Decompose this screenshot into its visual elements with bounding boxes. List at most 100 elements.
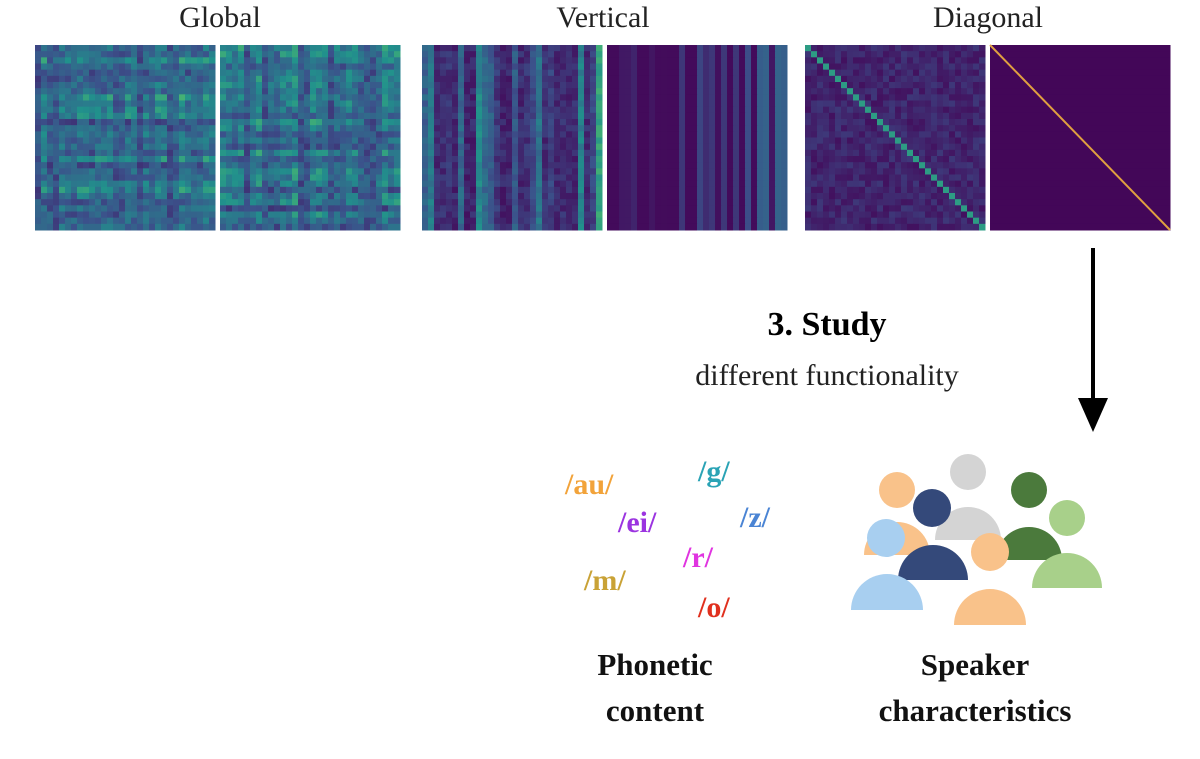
heatmap-cell [625, 162, 632, 169]
heatmap-cell [823, 162, 830, 169]
heatmap-cell [865, 143, 872, 151]
heatmap-cell [673, 199, 680, 206]
heatmap-cell [458, 57, 465, 64]
heatmap-cell [781, 45, 788, 52]
heatmap-cell [643, 174, 650, 182]
heatmap-cell [173, 51, 180, 58]
heatmap-cell [751, 217, 758, 225]
heatmap-cell [209, 193, 216, 200]
heatmap-cell [823, 174, 830, 182]
heatmap-cell [955, 137, 962, 145]
heatmap-cell [1050, 45, 1057, 52]
heatmap-cell [745, 88, 752, 95]
heatmap-cell [566, 63, 573, 71]
heatmap-cell [388, 149, 395, 157]
heatmap-cell [811, 186, 818, 194]
heatmap-cell [197, 223, 204, 231]
heatmap-cell [883, 63, 890, 71]
heatmap-cell [697, 137, 704, 145]
heatmap-cell [1086, 106, 1093, 114]
heatmap-cell [376, 57, 383, 64]
heatmap-cell [853, 88, 860, 95]
heatmap-cell [476, 45, 483, 52]
heatmap-cell [1062, 137, 1069, 145]
heatmap-cell [895, 143, 902, 151]
heatmap-cell [95, 162, 102, 169]
heatmap-cell [835, 75, 842, 83]
heatmap-cell [907, 112, 914, 120]
heatmap-cell [530, 82, 537, 89]
heatmap-cell [883, 75, 890, 83]
heatmap-cell [1080, 57, 1087, 64]
heatmap-cell [1164, 112, 1171, 120]
heatmap-cell [937, 149, 944, 157]
heatmap-cell [649, 106, 656, 114]
heatmap-cell [655, 174, 662, 182]
heatmap-cell [1056, 106, 1063, 114]
heatmap-cell [41, 125, 48, 132]
heatmap-cell [781, 94, 788, 101]
heatmap-cell [161, 137, 168, 145]
heatmap-cell [590, 223, 597, 231]
heatmap-cell [1050, 143, 1057, 151]
heatmap-cell [859, 75, 866, 83]
heatmap-cell [83, 131, 90, 138]
heatmap-cell [829, 223, 836, 231]
heatmap-cell [322, 69, 329, 77]
heatmap-cell [584, 137, 591, 145]
heatmap-cell [691, 186, 698, 194]
heatmap-cell [931, 45, 938, 52]
heatmap-cell [1020, 88, 1027, 95]
heatmap-cell [47, 119, 54, 126]
heatmap-cell [919, 51, 926, 58]
heatmap-cell [113, 131, 120, 138]
heatmap-cell [572, 125, 579, 132]
heatmap-cell [518, 112, 525, 120]
heatmap-cell [913, 69, 920, 77]
heatmap-cell [1098, 112, 1105, 120]
heatmap-cell [179, 143, 186, 151]
heatmap-cell [649, 75, 656, 83]
heatmap-cell [238, 193, 245, 200]
heatmap-cell [149, 63, 156, 71]
heatmap-cell [745, 205, 752, 212]
heatmap-cell [1002, 94, 1009, 101]
heatmap-cell [1050, 112, 1057, 120]
heatmap-cell [619, 149, 626, 157]
heatmap-cell [512, 223, 519, 231]
heatmap-cell [334, 119, 341, 126]
heatmap-cell [572, 211, 579, 219]
heatmap-cell [637, 112, 644, 120]
heatmap-cell [817, 205, 824, 212]
heatmap-cell [955, 186, 962, 194]
heatmap-cell [1152, 119, 1159, 126]
heatmap-cell [119, 211, 126, 219]
heatmap-cell [155, 168, 162, 175]
heatmap-cell [1038, 88, 1045, 95]
heatmap-cell [578, 69, 585, 77]
heatmap-cell [781, 131, 788, 138]
heatmap-cell [220, 51, 227, 58]
heatmap-cell [973, 106, 980, 114]
heatmap-cell [422, 82, 429, 89]
heatmap-cell [967, 100, 974, 108]
heatmap-cell [47, 199, 54, 206]
heatmap-cell [197, 112, 204, 120]
heatmap-cell [518, 223, 525, 231]
heatmap-cell [370, 137, 377, 145]
heatmap-cell [220, 168, 227, 175]
heatmap-cell [482, 199, 489, 206]
heatmap-cell [1152, 94, 1159, 101]
heatmap-cell [137, 186, 144, 194]
heatmap-cell [763, 125, 770, 132]
heatmap-cell [394, 168, 401, 175]
heatmap-cell [1068, 69, 1075, 77]
heatmap-cell [883, 199, 890, 206]
heatmap-cell [71, 106, 78, 114]
heatmap-cell [847, 137, 854, 145]
heatmap-cell [751, 69, 758, 77]
heatmap-cell [865, 186, 872, 194]
heatmap-cell [1152, 112, 1159, 120]
heatmap-cell [536, 193, 543, 200]
heatmap-cell [346, 180, 353, 188]
